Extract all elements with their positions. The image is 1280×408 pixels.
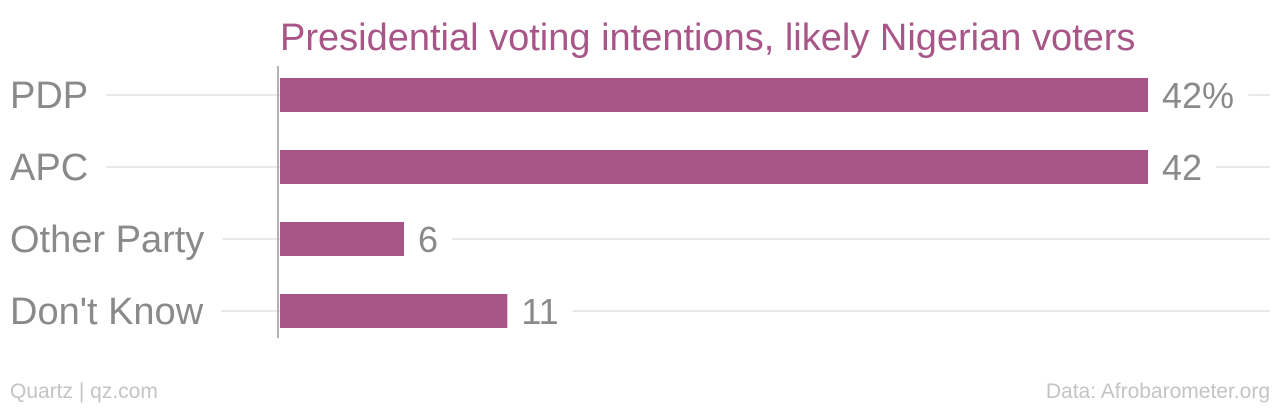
chart-title: Presidential voting intentions, likely N…	[280, 17, 1135, 59]
bar-don-t-know	[280, 294, 508, 328]
footer-source: Data: Afrobarometer.org	[1046, 380, 1270, 403]
gridlines	[106, 94, 1270, 312]
value-label-other-party: 6	[418, 219, 438, 260]
footer-credit: Quartz | qz.com	[10, 380, 158, 403]
category-label-apc: APC	[10, 147, 88, 189]
bar-pdp	[280, 78, 1148, 112]
category-label-don-t-know: Don't Know	[10, 291, 204, 333]
bar-other-party	[280, 222, 404, 256]
value-label-apc: 42	[1162, 147, 1202, 188]
labels: PDP 42% APC 42 Other Party 6 Don't Know 11	[10, 75, 1234, 333]
category-label-other-party: Other Party	[10, 219, 204, 261]
bars	[280, 78, 1148, 328]
category-label-pdp: PDP	[10, 75, 88, 117]
bar-apc	[280, 150, 1148, 184]
value-label-pdp: 42%	[1162, 75, 1234, 116]
value-label-don-t-know: 11	[521, 291, 558, 332]
